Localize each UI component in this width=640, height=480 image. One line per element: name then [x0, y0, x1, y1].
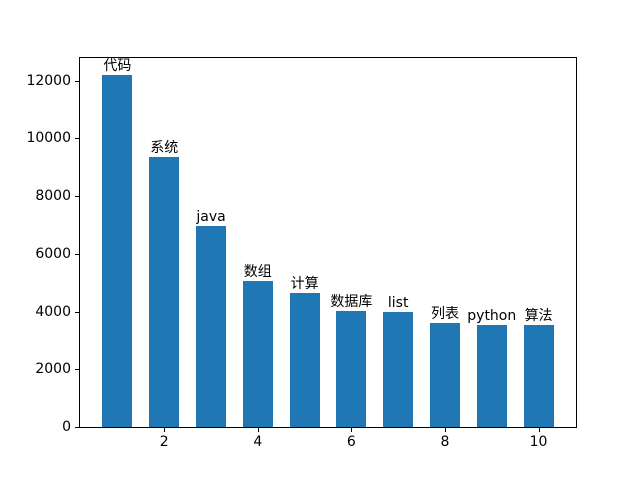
- y-tick-mark: [75, 369, 79, 371]
- bar: [336, 311, 367, 427]
- bar-value-label: 算法: [524, 307, 553, 324]
- bar: [430, 323, 460, 427]
- y-tick-mark: [75, 80, 79, 82]
- x-tick-mark: [444, 428, 446, 432]
- x-tick-label: 4: [253, 434, 263, 450]
- x-tick-mark: [351, 428, 353, 432]
- bar: [383, 311, 414, 427]
- y-tick-label: 2000: [35, 361, 71, 378]
- bar-value-label: 系统: [150, 140, 179, 157]
- y-tick-label: 0: [62, 419, 71, 435]
- bar-value-label: 计算: [290, 275, 319, 292]
- y-tick-mark: [75, 138, 79, 140]
- bar-value-label: 数据库: [330, 294, 373, 311]
- y-tick-mark: [75, 427, 79, 428]
- x-tick-label: 8: [440, 434, 450, 450]
- bar: [289, 292, 320, 427]
- y-tick-label: 6000: [35, 245, 71, 262]
- y-tick-mark: [75, 311, 79, 313]
- y-tick-label: 12000: [26, 72, 71, 89]
- bar: [102, 75, 133, 427]
- y-tick-label: 8000: [35, 188, 71, 205]
- bar: [476, 324, 507, 427]
- x-tick-label: 2: [159, 434, 169, 450]
- plot-area: 代码系统 java 数组计算 数据库 list 列表 python 算法: [79, 57, 577, 428]
- x-tick-label: 6: [346, 434, 356, 450]
- bar: [149, 157, 180, 427]
- bar: [196, 225, 226, 427]
- bar-value-label: 代码: [103, 58, 132, 75]
- bar-value-label: 数组: [243, 263, 272, 280]
- y-tick-mark: [75, 196, 79, 198]
- x-tick-label: 10: [529, 434, 548, 450]
- bar-value-label: list: [387, 294, 409, 311]
- x-tick-mark: [538, 428, 540, 432]
- x-tick-mark: [257, 428, 259, 432]
- bar: [523, 324, 554, 427]
- bar: [242, 280, 273, 427]
- y-tick-mark: [75, 253, 79, 255]
- y-tick-label: 10000: [26, 130, 71, 147]
- y-tick-label: 4000: [35, 303, 71, 320]
- bar-value-label: java: [196, 208, 226, 225]
- bar-value-label: python: [467, 307, 517, 324]
- bar-value-label: 列表: [430, 306, 459, 323]
- x-tick-mark: [164, 428, 166, 432]
